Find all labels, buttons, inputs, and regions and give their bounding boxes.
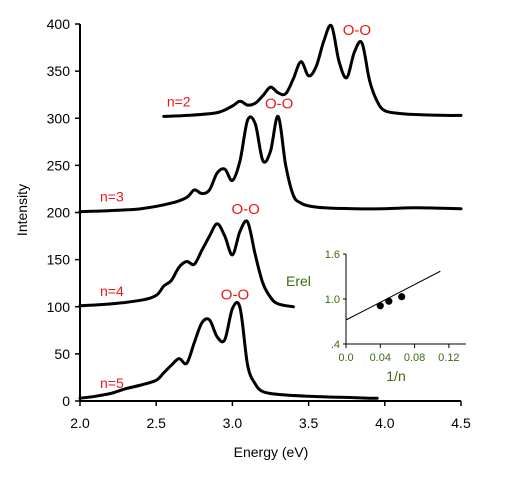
spectrum-curve-n5 [78,300,379,400]
series-label: n=5 [100,375,124,391]
inset-x-tick-label: 0.08 [404,352,425,364]
inset-chart: .4 1.0 1.6 0.0 0.04 0.08 0.12 1/n Erel [286,249,466,384]
spectrum-curve-n4 [78,219,295,309]
inset-x-axis-title: 1/n [386,368,405,384]
inset-x-tick-label: 0.12 [438,352,459,364]
y-axis-title: Intensity [14,184,30,236]
inset-fit-line [345,270,441,321]
y-tick-label: 150 [47,252,71,268]
inset-x-tick-label: 0.0 [338,352,353,364]
y-tick-label: 350 [47,63,71,79]
y-tick-label: 300 [47,110,71,126]
x-tick-label: 3.0 [223,415,243,431]
peak-label-oo: O-O [265,95,293,112]
series-label: n=2 [167,93,191,109]
inset-y-axis-title: Erel [286,273,311,289]
inset-y-tick-label: .4 [331,339,340,351]
y-tick-label: 50 [54,346,70,362]
y-tick-label: 400 [47,16,71,32]
spectra-curves [78,23,463,400]
main-axes: 0 50 100 150 200 250 300 350 400 2.0 2.5 3.0 3.5 4.0 4… [47,16,471,431]
inset-data-point [385,297,393,305]
x-axis-title: Energy (eV) [234,444,309,460]
y-tick-label: 0 [62,393,70,409]
inset-data-point [376,302,384,310]
x-tick-label: 3.5 [299,415,319,431]
peak-label-oo: O-O [343,22,371,39]
peak-label-oo: O-O [231,201,259,218]
y-tick-label: 200 [47,205,71,221]
peak-label-oo: O-O [221,287,249,304]
inset-y-tick-label: 1.0 [325,294,340,306]
series-label: n=4 [100,283,124,299]
inset-y-tick-label: 1.6 [325,249,340,261]
x-tick-label: 2.5 [146,415,166,431]
x-tick-label: 4.0 [375,415,395,431]
series-label: n=3 [100,189,124,205]
inset-x-tick-label: 0.04 [370,352,391,364]
x-tick-label: 4.5 [451,415,471,431]
series-labels: n=5 O-O n=4 O-O n=3 O-O n=2 O-O [100,22,371,391]
x-tick-label: 2.0 [70,415,90,431]
spectrum-curve-n2 [162,23,463,118]
spectrum-curve-n3 [78,114,463,214]
inset-data-point [398,293,406,301]
y-tick-label: 250 [47,157,71,173]
y-tick-label: 100 [47,299,71,315]
